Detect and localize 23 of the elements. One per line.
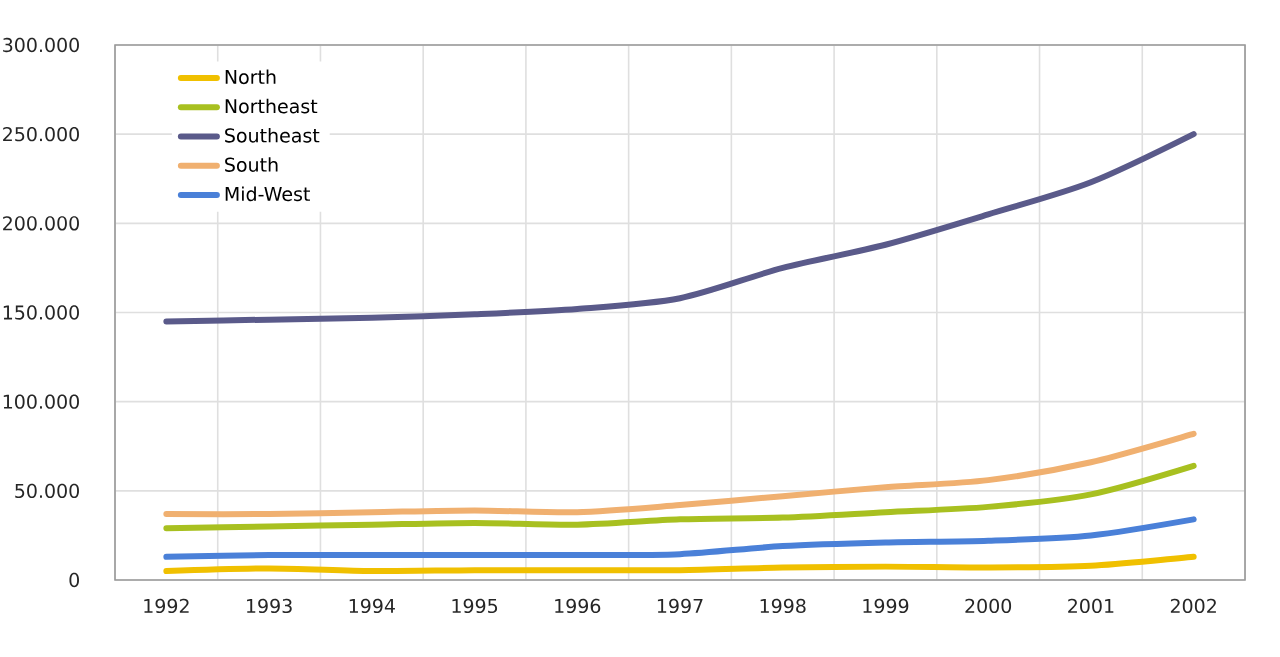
y-tick-label: 200.000 xyxy=(3,216,79,231)
x-tick-label: 2001 xyxy=(1068,598,1114,614)
x-tick-label: 1993 xyxy=(247,598,292,614)
legend-label: Northeast xyxy=(225,98,318,114)
legend-label: South xyxy=(225,157,278,172)
x-tick-label: 1997 xyxy=(657,598,703,614)
y-tick-label: 50.000 xyxy=(15,483,79,499)
x-tick-label: 1994 xyxy=(349,598,395,614)
x-tick-label: 1995 xyxy=(452,598,498,614)
x-tick-label: 2002 xyxy=(1170,598,1216,614)
legend-label: North xyxy=(225,69,276,85)
y-tick-label: 150.000 xyxy=(3,305,79,320)
y-tick-label: 300.000 xyxy=(3,37,79,53)
x-tick-label: 1998 xyxy=(760,598,806,614)
x-tick-label: 1992 xyxy=(144,598,189,614)
x-tick-label: 1999 xyxy=(863,598,909,614)
y-tick-label: 0 xyxy=(69,572,79,588)
legend-label: Mid-West xyxy=(225,186,310,202)
x-tick-label: 1996 xyxy=(555,598,601,614)
x-tick-label: 2000 xyxy=(965,598,1012,614)
legend-label: Southeast xyxy=(225,127,320,143)
y-tick-label: 250.000 xyxy=(3,126,79,142)
y-tick-label: 100.000 xyxy=(3,394,79,409)
